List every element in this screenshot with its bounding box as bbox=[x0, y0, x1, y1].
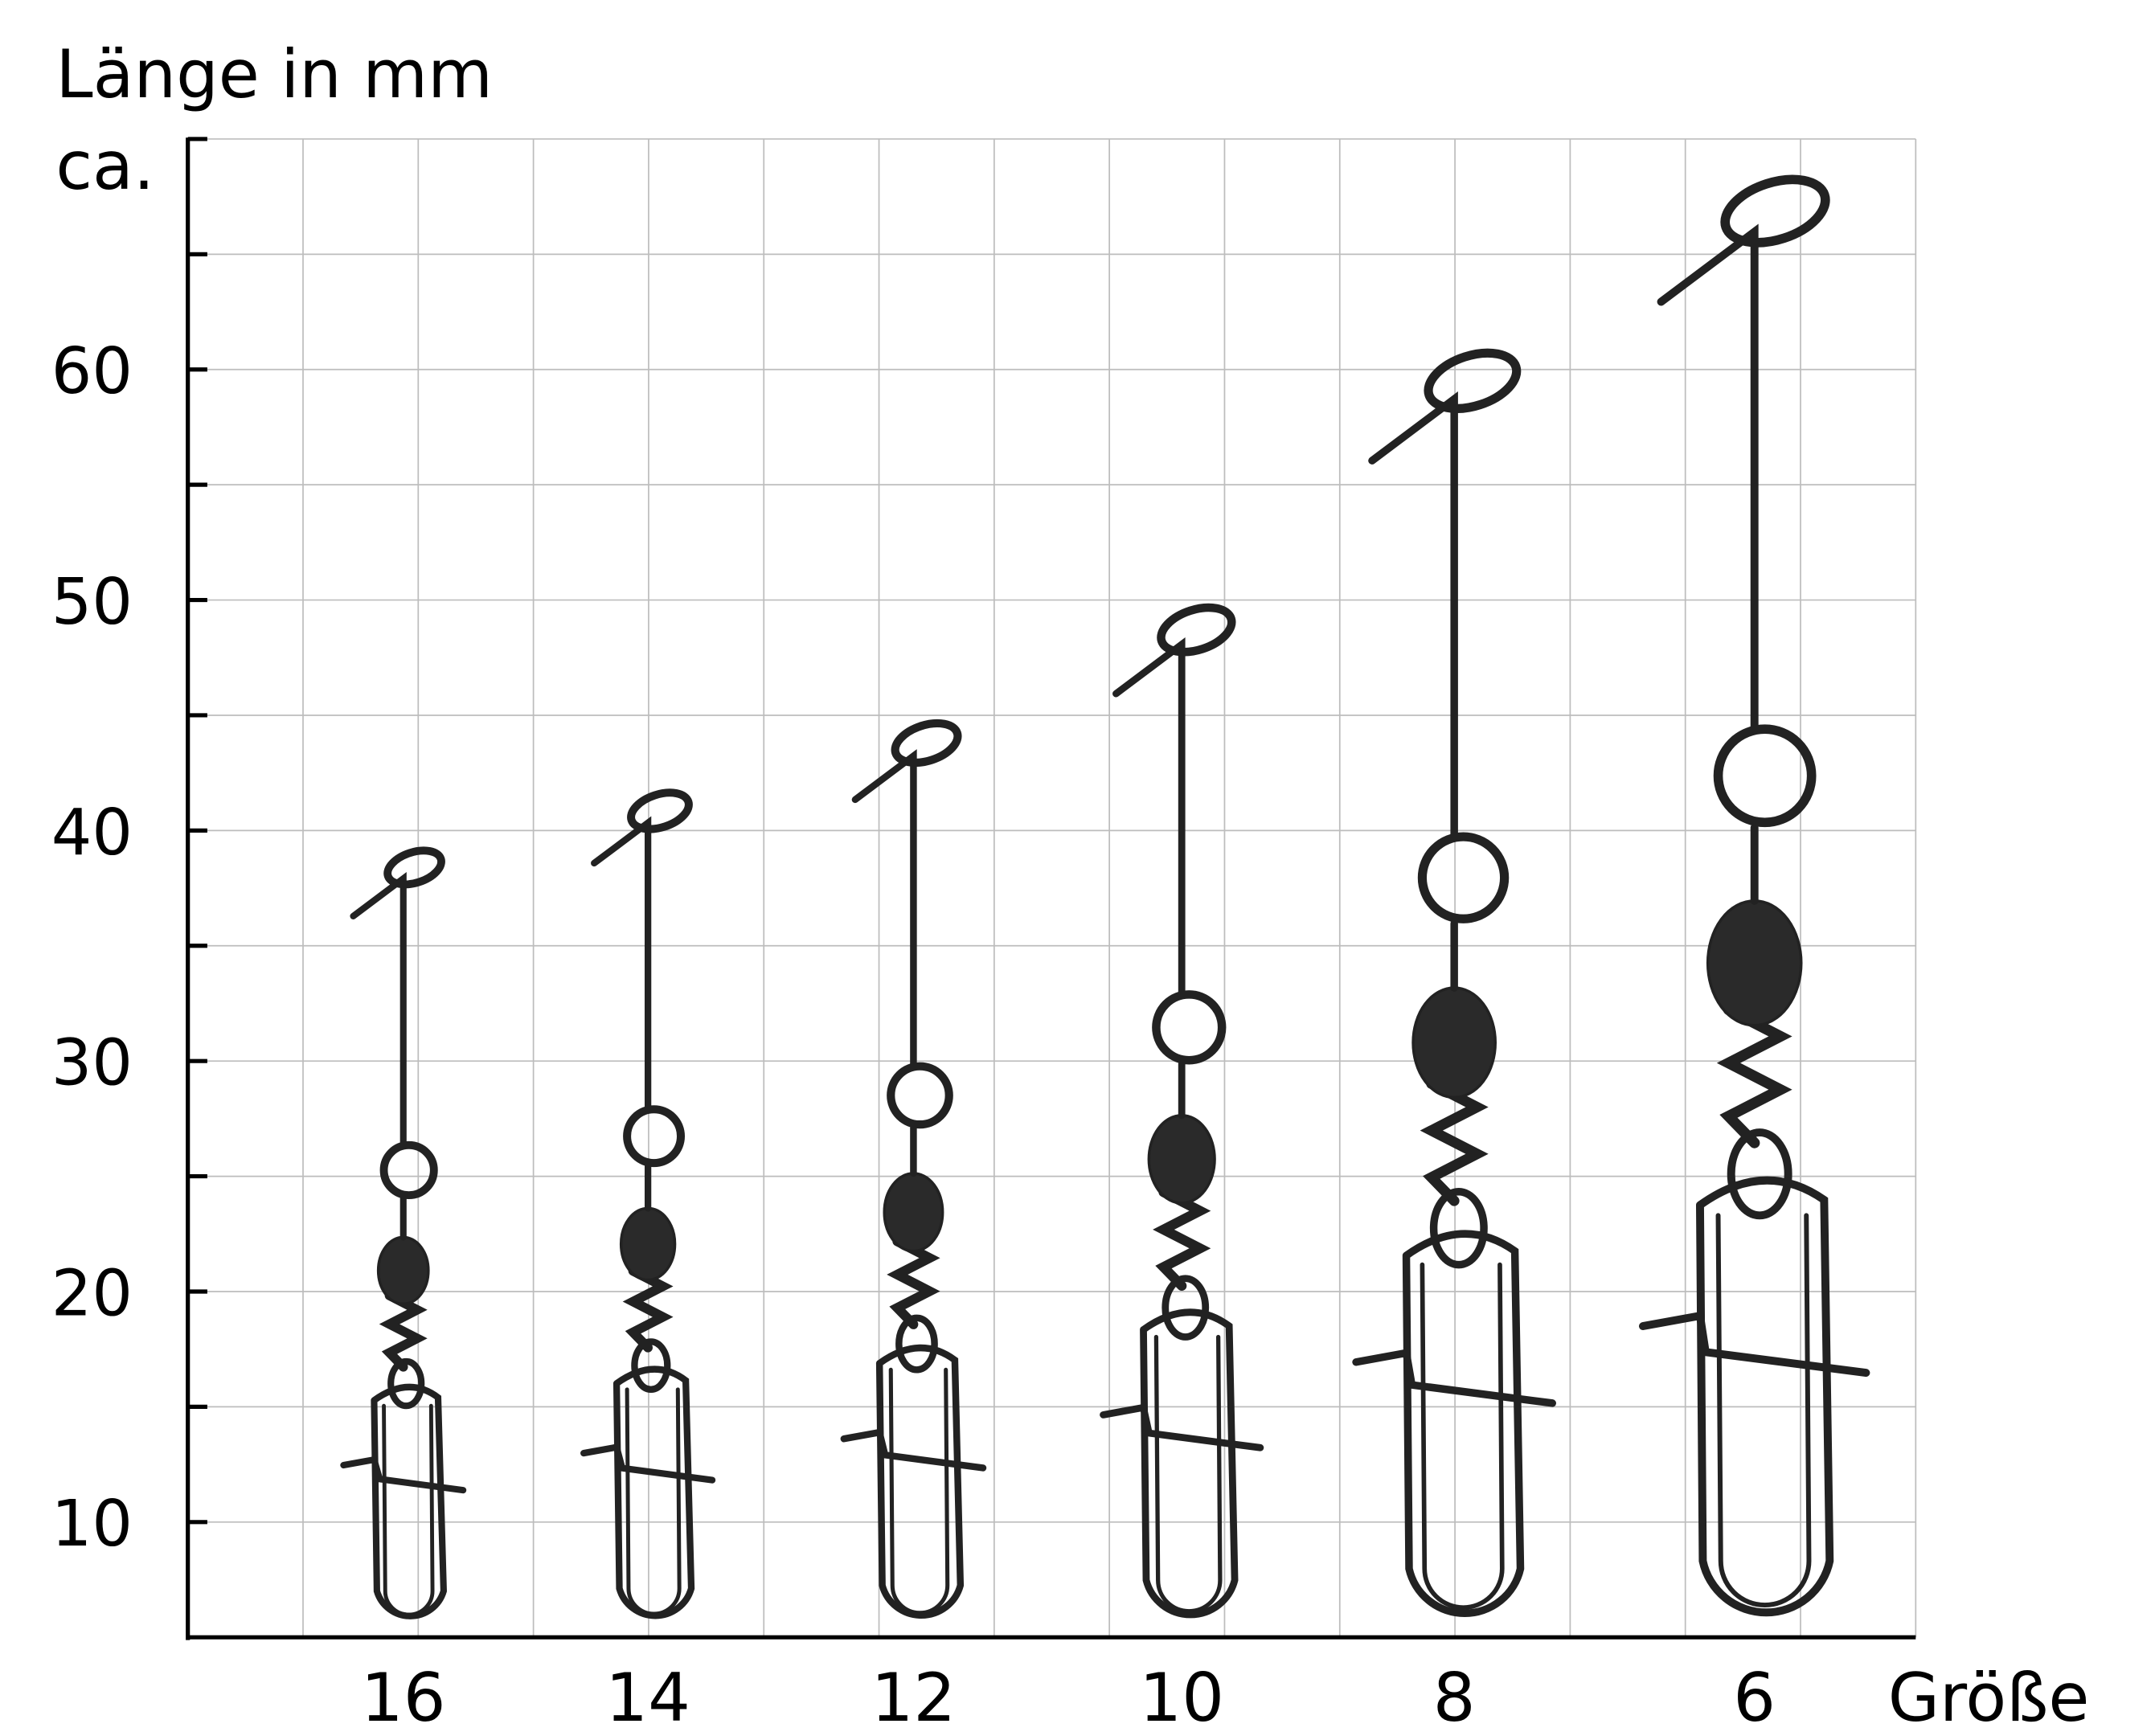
swivel-barrel bbox=[883, 1172, 944, 1253]
swivel-ring bbox=[379, 1140, 438, 1200]
swivel-twist bbox=[887, 1236, 940, 1329]
shaft-wire bbox=[1112, 637, 1186, 998]
x-tick-label: 14 bbox=[605, 1659, 690, 1736]
snap-swivels bbox=[340, 174, 1870, 1619]
top-eye bbox=[891, 719, 962, 768]
x-tick-label: 6 bbox=[1733, 1659, 1776, 1736]
snap-inner-wire bbox=[1153, 1334, 1223, 1614]
connector-ring bbox=[1161, 1275, 1210, 1341]
swivel-twist bbox=[622, 1266, 674, 1353]
swivel-twist bbox=[1716, 1004, 1792, 1148]
snap-crossbar bbox=[1100, 1403, 1264, 1451]
snap-body bbox=[1402, 1230, 1525, 1618]
snap-swivel-10 bbox=[1100, 603, 1264, 1619]
x-axis-title: Größe bbox=[1888, 1659, 2090, 1736]
swivel-ring bbox=[1417, 832, 1510, 923]
snap-crossbar bbox=[840, 1428, 987, 1472]
y-axis-title: Länge in mm bbox=[55, 35, 493, 113]
snap-crossbar bbox=[1639, 1311, 1870, 1378]
swivel-ring bbox=[887, 1062, 953, 1129]
top-eye bbox=[1157, 603, 1236, 657]
snap-inner-wire bbox=[888, 1367, 950, 1615]
snap-crossbar bbox=[340, 1456, 467, 1494]
snap-crossbar bbox=[580, 1443, 716, 1484]
tick-labels: 10 20 30 40 50 60 16 14 12 10 8 6 bbox=[51, 334, 1776, 1736]
y-tick-label: 60 bbox=[51, 334, 133, 408]
snap-swivel-14 bbox=[580, 788, 716, 1619]
snap-body bbox=[371, 1383, 447, 1619]
x-tick-label: 12 bbox=[871, 1659, 957, 1736]
shaft-wire bbox=[1657, 223, 1759, 734]
y-tick-label: 40 bbox=[51, 795, 133, 870]
snap-crossbar bbox=[1352, 1348, 1556, 1407]
snap-inner-wire bbox=[625, 1387, 682, 1616]
x-tick-label: 10 bbox=[1139, 1659, 1224, 1736]
connector-ring bbox=[387, 1357, 425, 1410]
shaft-wire bbox=[591, 816, 652, 1113]
y-tick-label: 20 bbox=[51, 1255, 133, 1330]
x-tick-label: 8 bbox=[1433, 1659, 1476, 1736]
swivel-twist bbox=[379, 1291, 428, 1372]
y-tick-label: 10 bbox=[51, 1486, 133, 1561]
grid bbox=[187, 138, 1917, 1638]
shaft-wire bbox=[350, 872, 407, 1148]
y-tick-label: 30 bbox=[51, 1026, 133, 1100]
snap-body bbox=[875, 1344, 965, 1619]
axes bbox=[186, 137, 1916, 1640]
snap-body bbox=[612, 1365, 695, 1619]
top-eye bbox=[627, 788, 693, 833]
swivel-twist bbox=[1420, 1078, 1489, 1206]
snap-swivel-16 bbox=[340, 846, 467, 1619]
top-eye bbox=[1424, 348, 1522, 413]
shaft-wire bbox=[851, 749, 917, 1070]
swivel-barrel bbox=[1147, 1114, 1216, 1205]
swivel-ring bbox=[623, 1105, 686, 1168]
snap-inner-wire bbox=[382, 1403, 435, 1617]
x-tick-label: 16 bbox=[361, 1659, 446, 1736]
swivel-barrel bbox=[1706, 899, 1803, 1027]
swivel-ring bbox=[1152, 990, 1227, 1065]
top-eye bbox=[383, 846, 445, 889]
connector-ring bbox=[1727, 1128, 1792, 1220]
connector-ring bbox=[1429, 1188, 1488, 1269]
swivel-barrel bbox=[1411, 986, 1497, 1099]
snap-swivel-6 bbox=[1639, 174, 1870, 1617]
snap-inner-wire bbox=[1715, 1213, 1812, 1607]
snap-inner-wire bbox=[1420, 1262, 1505, 1610]
snap-body bbox=[1140, 1308, 1239, 1619]
connector-ring bbox=[631, 1338, 671, 1393]
connector-ring bbox=[895, 1314, 938, 1374]
y-tick-label: 50 bbox=[51, 564, 133, 639]
top-eye bbox=[1720, 174, 1830, 248]
snap-swivel-12 bbox=[840, 719, 987, 1619]
snap-swivel-8 bbox=[1352, 348, 1556, 1618]
swivel-twist bbox=[1153, 1187, 1211, 1291]
swivel-ring bbox=[1713, 724, 1817, 828]
y-axis-note: ca. bbox=[55, 127, 154, 205]
snap-body bbox=[1695, 1176, 1834, 1617]
swivel-barrel bbox=[376, 1235, 430, 1306]
shaft-wire bbox=[1368, 391, 1458, 841]
swivel-barrel bbox=[619, 1206, 677, 1282]
